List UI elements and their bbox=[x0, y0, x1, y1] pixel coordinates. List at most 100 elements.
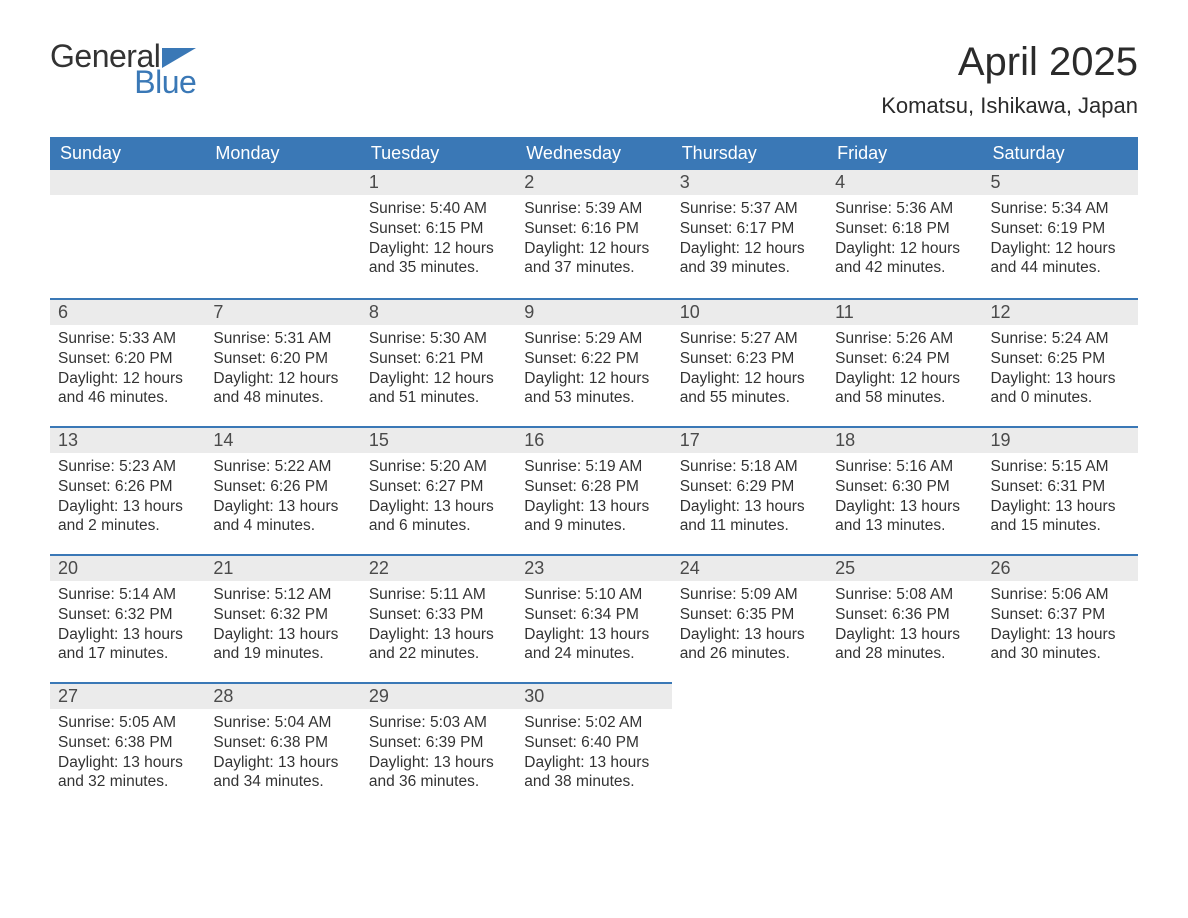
day-line-d2: and 51 minutes. bbox=[369, 388, 508, 408]
day-line-d1: Daylight: 13 hours bbox=[835, 625, 974, 645]
day-line-sr: Sunrise: 5:37 AM bbox=[680, 199, 819, 219]
day-number: 29 bbox=[361, 682, 516, 709]
calendar-week-row: 27Sunrise: 5:05 AMSunset: 6:38 PMDayligh… bbox=[50, 682, 1138, 810]
day-line-ss: Sunset: 6:25 PM bbox=[991, 349, 1130, 369]
day-line-sr: Sunrise: 5:12 AM bbox=[213, 585, 352, 605]
calendar-day-cell: 20Sunrise: 5:14 AMSunset: 6:32 PMDayligh… bbox=[50, 554, 205, 682]
day-line-sr: Sunrise: 5:40 AM bbox=[369, 199, 508, 219]
day-number: 18 bbox=[827, 426, 982, 453]
calendar-day-cell: 11Sunrise: 5:26 AMSunset: 6:24 PMDayligh… bbox=[827, 298, 982, 426]
day-line-d2: and 44 minutes. bbox=[991, 258, 1130, 278]
day-line-ss: Sunset: 6:35 PM bbox=[680, 605, 819, 625]
calendar-day-cell: 19Sunrise: 5:15 AMSunset: 6:31 PMDayligh… bbox=[983, 426, 1138, 554]
day-number: 17 bbox=[672, 426, 827, 453]
day-line-d1: Daylight: 12 hours bbox=[58, 369, 197, 389]
day-detail: Sunrise: 5:12 AMSunset: 6:32 PMDaylight:… bbox=[205, 581, 360, 674]
calendar-day-cell: 9Sunrise: 5:29 AMSunset: 6:22 PMDaylight… bbox=[516, 298, 671, 426]
weekday-header: Sunday bbox=[50, 137, 205, 170]
day-line-d1: Daylight: 13 hours bbox=[213, 753, 352, 773]
day-line-sr: Sunrise: 5:19 AM bbox=[524, 457, 663, 477]
day-line-d1: Daylight: 13 hours bbox=[213, 625, 352, 645]
calendar-day-cell: 30Sunrise: 5:02 AMSunset: 6:40 PMDayligh… bbox=[516, 682, 671, 810]
day-detail: Sunrise: 5:11 AMSunset: 6:33 PMDaylight:… bbox=[361, 581, 516, 674]
day-detail: Sunrise: 5:26 AMSunset: 6:24 PMDaylight:… bbox=[827, 325, 982, 418]
day-line-ss: Sunset: 6:40 PM bbox=[524, 733, 663, 753]
day-line-d2: and 46 minutes. bbox=[58, 388, 197, 408]
day-line-d1: Daylight: 12 hours bbox=[680, 369, 819, 389]
calendar-empty-cell bbox=[983, 682, 1138, 810]
title-block: April 2025 Komatsu, Ishikawa, Japan bbox=[881, 40, 1138, 119]
day-line-sr: Sunrise: 5:10 AM bbox=[524, 585, 663, 605]
day-number: 11 bbox=[827, 298, 982, 325]
day-line-d2: and 35 minutes. bbox=[369, 258, 508, 278]
day-line-d2: and 22 minutes. bbox=[369, 644, 508, 664]
day-line-d2: and 34 minutes. bbox=[213, 772, 352, 792]
day-line-ss: Sunset: 6:31 PM bbox=[991, 477, 1130, 497]
day-line-sr: Sunrise: 5:02 AM bbox=[524, 713, 663, 733]
day-line-ss: Sunset: 6:18 PM bbox=[835, 219, 974, 239]
day-line-ss: Sunset: 6:37 PM bbox=[991, 605, 1130, 625]
day-line-d1: Daylight: 12 hours bbox=[991, 239, 1130, 259]
day-detail: Sunrise: 5:34 AMSunset: 6:19 PMDaylight:… bbox=[983, 195, 1138, 288]
day-line-ss: Sunset: 6:26 PM bbox=[58, 477, 197, 497]
day-detail: Sunrise: 5:23 AMSunset: 6:26 PMDaylight:… bbox=[50, 453, 205, 546]
day-detail: Sunrise: 5:36 AMSunset: 6:18 PMDaylight:… bbox=[827, 195, 982, 288]
day-line-d2: and 39 minutes. bbox=[680, 258, 819, 278]
calendar-day-cell: 16Sunrise: 5:19 AMSunset: 6:28 PMDayligh… bbox=[516, 426, 671, 554]
calendar-day-cell: 8Sunrise: 5:30 AMSunset: 6:21 PMDaylight… bbox=[361, 298, 516, 426]
day-line-d1: Daylight: 13 hours bbox=[991, 625, 1130, 645]
day-line-d2: and 13 minutes. bbox=[835, 516, 974, 536]
day-line-sr: Sunrise: 5:03 AM bbox=[369, 713, 508, 733]
day-detail: Sunrise: 5:31 AMSunset: 6:20 PMDaylight:… bbox=[205, 325, 360, 418]
day-line-d2: and 32 minutes. bbox=[58, 772, 197, 792]
day-detail: Sunrise: 5:06 AMSunset: 6:37 PMDaylight:… bbox=[983, 581, 1138, 674]
day-line-ss: Sunset: 6:32 PM bbox=[58, 605, 197, 625]
day-line-ss: Sunset: 6:22 PM bbox=[524, 349, 663, 369]
day-line-d1: Daylight: 13 hours bbox=[991, 369, 1130, 389]
day-line-d1: Daylight: 13 hours bbox=[369, 753, 508, 773]
day-line-ss: Sunset: 6:34 PM bbox=[524, 605, 663, 625]
day-detail: Sunrise: 5:09 AMSunset: 6:35 PMDaylight:… bbox=[672, 581, 827, 674]
day-line-ss: Sunset: 6:36 PM bbox=[835, 605, 974, 625]
day-number: 10 bbox=[672, 298, 827, 325]
day-line-d2: and 58 minutes. bbox=[835, 388, 974, 408]
day-line-d2: and 9 minutes. bbox=[524, 516, 663, 536]
day-line-sr: Sunrise: 5:09 AM bbox=[680, 585, 819, 605]
day-line-sr: Sunrise: 5:36 AM bbox=[835, 199, 974, 219]
day-line-d2: and 28 minutes. bbox=[835, 644, 974, 664]
day-number: 14 bbox=[205, 426, 360, 453]
day-detail: Sunrise: 5:29 AMSunset: 6:22 PMDaylight:… bbox=[516, 325, 671, 418]
weekday-header: Thursday bbox=[672, 137, 827, 170]
day-line-ss: Sunset: 6:24 PM bbox=[835, 349, 974, 369]
day-line-sr: Sunrise: 5:20 AM bbox=[369, 457, 508, 477]
day-detail: Sunrise: 5:10 AMSunset: 6:34 PMDaylight:… bbox=[516, 581, 671, 674]
day-number: 20 bbox=[50, 554, 205, 581]
day-line-d2: and 30 minutes. bbox=[991, 644, 1130, 664]
day-line-d2: and 15 minutes. bbox=[991, 516, 1130, 536]
day-detail: Sunrise: 5:37 AMSunset: 6:17 PMDaylight:… bbox=[672, 195, 827, 288]
day-detail: Sunrise: 5:40 AMSunset: 6:15 PMDaylight:… bbox=[361, 195, 516, 288]
logo: General Blue bbox=[50, 40, 196, 98]
weekday-header: Monday bbox=[205, 137, 360, 170]
day-line-ss: Sunset: 6:28 PM bbox=[524, 477, 663, 497]
day-line-sr: Sunrise: 5:23 AM bbox=[58, 457, 197, 477]
day-number: 28 bbox=[205, 682, 360, 709]
day-number: 9 bbox=[516, 298, 671, 325]
day-detail: Sunrise: 5:14 AMSunset: 6:32 PMDaylight:… bbox=[50, 581, 205, 674]
calendar-day-cell: 21Sunrise: 5:12 AMSunset: 6:32 PMDayligh… bbox=[205, 554, 360, 682]
calendar-day-cell: 12Sunrise: 5:24 AMSunset: 6:25 PMDayligh… bbox=[983, 298, 1138, 426]
calendar-week-row: 13Sunrise: 5:23 AMSunset: 6:26 PMDayligh… bbox=[50, 426, 1138, 554]
day-line-sr: Sunrise: 5:34 AM bbox=[991, 199, 1130, 219]
day-detail: Sunrise: 5:08 AMSunset: 6:36 PMDaylight:… bbox=[827, 581, 982, 674]
day-detail: Sunrise: 5:04 AMSunset: 6:38 PMDaylight:… bbox=[205, 709, 360, 802]
empty-daynum bbox=[205, 170, 360, 195]
header: General Blue April 2025 Komatsu, Ishikaw… bbox=[50, 40, 1138, 119]
day-line-d2: and 42 minutes. bbox=[835, 258, 974, 278]
weekday-header: Friday bbox=[827, 137, 982, 170]
calendar-day-cell: 7Sunrise: 5:31 AMSunset: 6:20 PMDaylight… bbox=[205, 298, 360, 426]
weekday-header: Saturday bbox=[983, 137, 1138, 170]
day-detail: Sunrise: 5:16 AMSunset: 6:30 PMDaylight:… bbox=[827, 453, 982, 546]
calendar-day-cell: 15Sunrise: 5:20 AMSunset: 6:27 PMDayligh… bbox=[361, 426, 516, 554]
day-line-d2: and 26 minutes. bbox=[680, 644, 819, 664]
location-subtitle: Komatsu, Ishikawa, Japan bbox=[881, 93, 1138, 119]
